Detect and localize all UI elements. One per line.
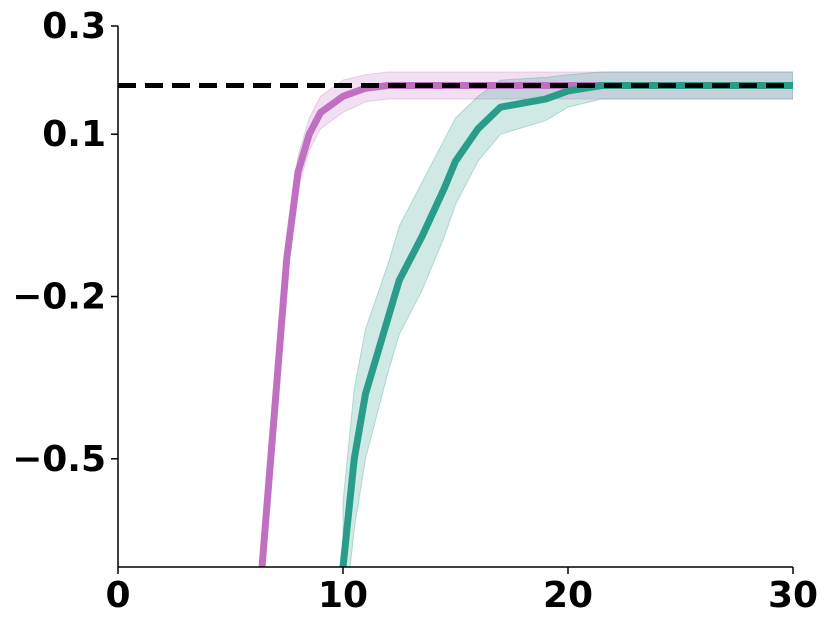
y-tick-label: 0.3: [42, 6, 106, 47]
plot-area: [118, 71, 793, 567]
y-tick-label: −0.5: [12, 439, 106, 480]
y-tick-label: −0.2: [12, 277, 106, 318]
x-tick-label: 30: [768, 575, 818, 616]
band: [261, 71, 793, 567]
y-tick-label: 0.1: [42, 114, 106, 155]
line: [339, 82, 793, 567]
x-tick-label: 10: [318, 575, 368, 616]
x-tick-label: 0: [105, 575, 130, 616]
x-tick-label: 20: [543, 575, 593, 616]
band: [342, 71, 793, 567]
line: [258, 82, 793, 567]
